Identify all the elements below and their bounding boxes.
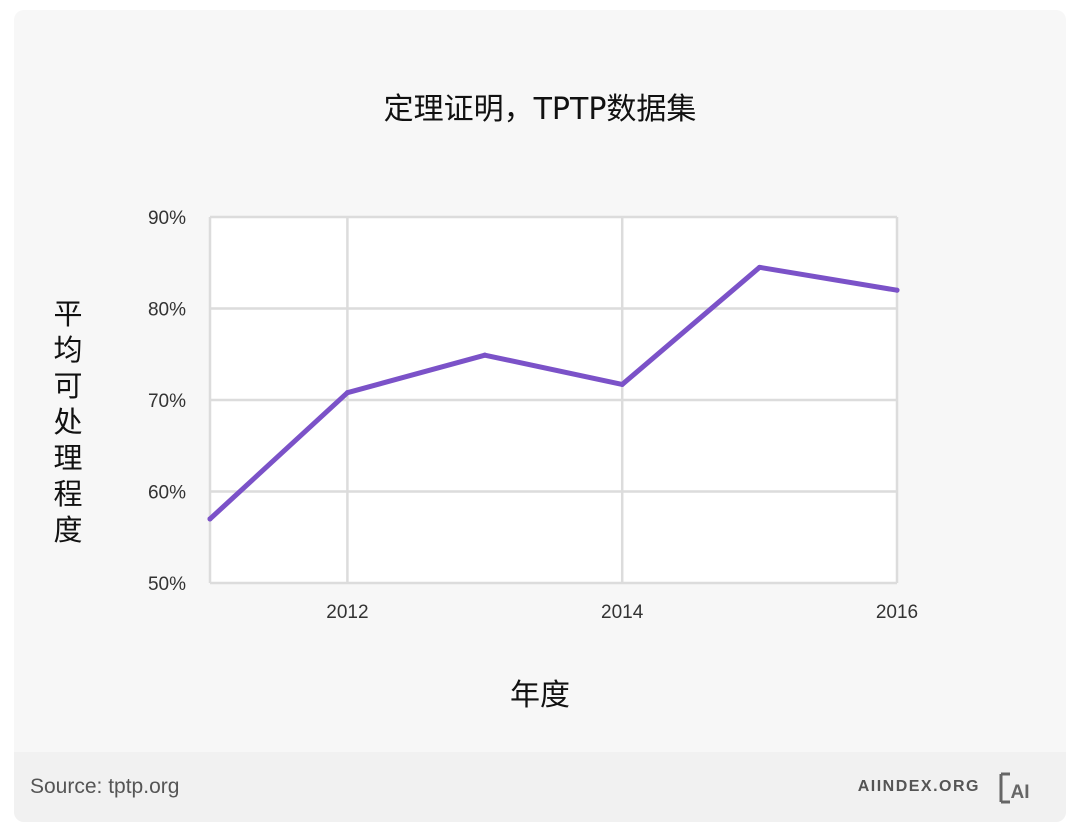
y-tick-label: 70%	[148, 391, 186, 412]
x-tick-label: 2014	[601, 602, 644, 623]
y-tick-label: 60%	[148, 483, 186, 504]
footer-bar	[14, 752, 1066, 822]
y-tick-label: 80%	[148, 300, 186, 321]
ai-logo-icon: AI	[999, 772, 1030, 804]
data-point	[757, 264, 763, 270]
x-axis-label: 年度	[510, 678, 570, 713]
data-point	[619, 381, 625, 387]
gridlines	[208, 215, 899, 585]
series-group	[207, 264, 900, 522]
y-tick-label: 90%	[148, 208, 186, 229]
data-point	[894, 287, 900, 293]
y-axis-ticks: 50% 60% 70% 80% 90%	[148, 208, 186, 595]
chart-title: 定理证明，TPTP数据集	[383, 92, 697, 127]
y-axis-label: 平均可处理程度	[53, 297, 83, 547]
brand-link[interactable]: AIINDEX.ORG	[857, 778, 980, 795]
x-tick-label: 2016	[876, 602, 918, 623]
x-axis-ticks: 2012 2014 2016	[326, 602, 918, 623]
series-line	[207, 264, 900, 522]
y-tick-label: 50%	[148, 574, 186, 595]
data-point	[482, 352, 488, 358]
source-text: Source: tptp.org	[30, 775, 180, 798]
data-point	[344, 390, 350, 396]
svg-text:AI: AI	[1011, 782, 1030, 803]
x-tick-label: 2012	[326, 602, 368, 623]
data-point	[207, 516, 213, 522]
